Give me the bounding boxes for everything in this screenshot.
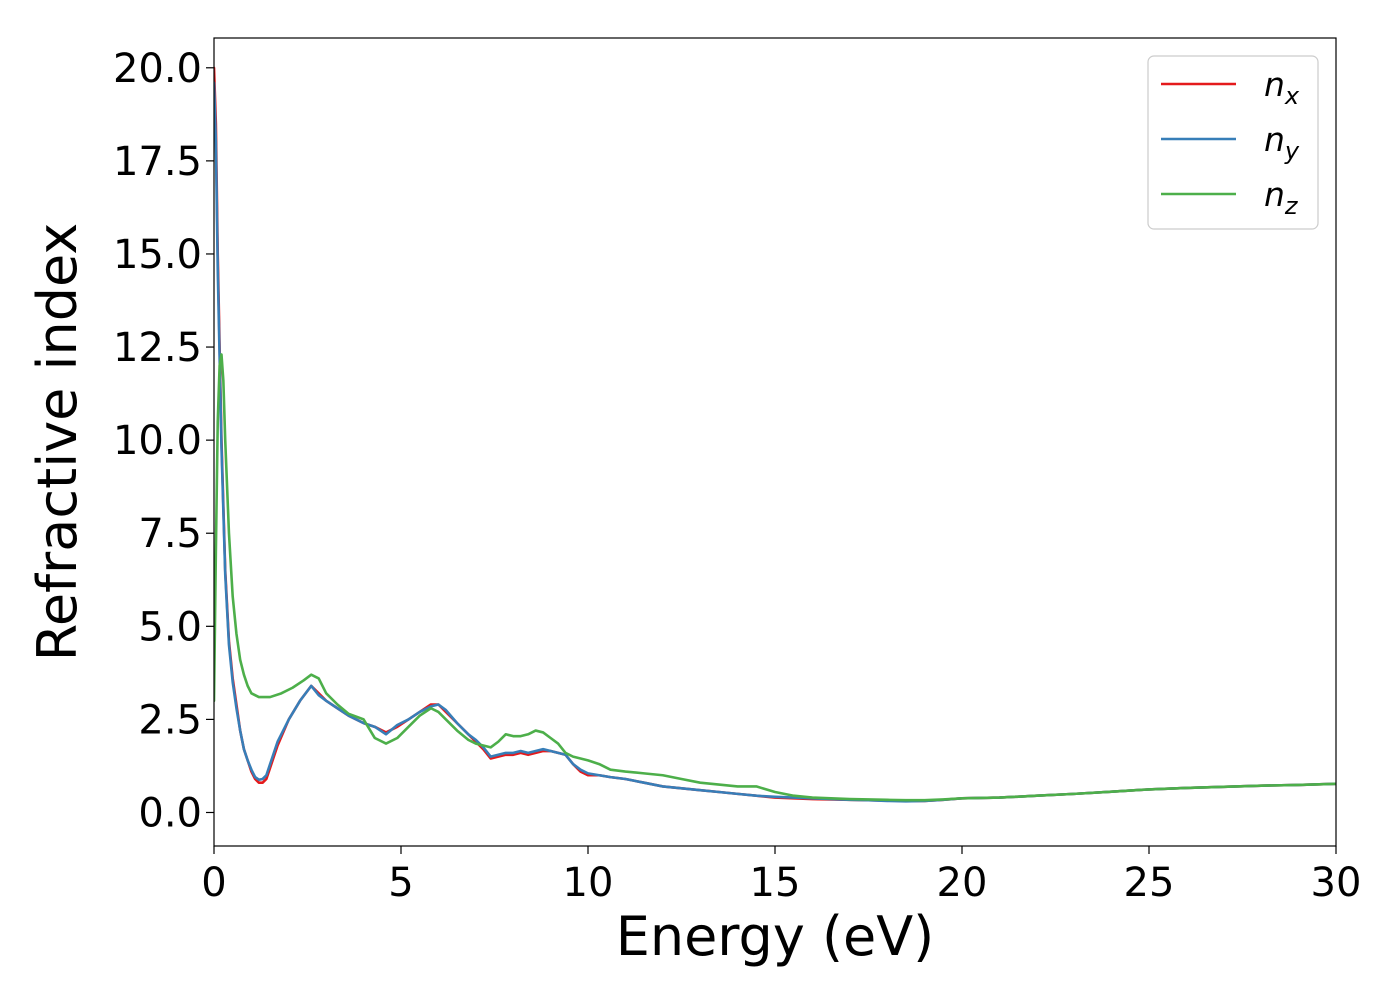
y-axis-title: Refractive index <box>26 223 89 662</box>
y-tick-label: 5.0 <box>138 604 202 650</box>
legend: nx ny nz <box>1147 55 1319 230</box>
x-tick-label: 30 <box>1311 860 1362 906</box>
legend-frame <box>1147 55 1319 230</box>
x-tick-label: 10 <box>563 860 614 906</box>
y-axis: 0.0 2.5 5.0 7.5 10.0 12.5 15.0 17.5 20.0 <box>113 46 214 836</box>
y-tick-label: 10.0 <box>113 418 202 464</box>
x-tick-label: 20 <box>937 860 988 906</box>
x-tick-label: 15 <box>750 860 801 906</box>
x-tick-label: 0 <box>201 860 226 906</box>
y-tick-label: 20.0 <box>113 46 202 92</box>
series-layer <box>214 66 1336 803</box>
series-line-nz <box>214 353 1336 802</box>
legend-label-ny: ny <box>1264 120 1300 165</box>
y-tick-label: 0.0 <box>138 790 202 836</box>
y-tick-label: 15.0 <box>113 232 202 278</box>
y-tick-label: 12.5 <box>113 325 202 371</box>
y-tick-label: 7.5 <box>138 511 202 557</box>
x-tick-label: 5 <box>388 860 413 906</box>
x-axis: 0 5 10 15 20 25 30 <box>201 846 1361 906</box>
legend-label-nx: nx <box>1264 65 1300 110</box>
x-tick-label: 25 <box>1124 860 1175 906</box>
y-tick-label: 2.5 <box>138 697 202 743</box>
x-axis-title: Energy (eV) <box>616 905 935 968</box>
y-tick-label: 17.5 <box>113 139 202 185</box>
legend-label-nz: nz <box>1264 175 1299 220</box>
